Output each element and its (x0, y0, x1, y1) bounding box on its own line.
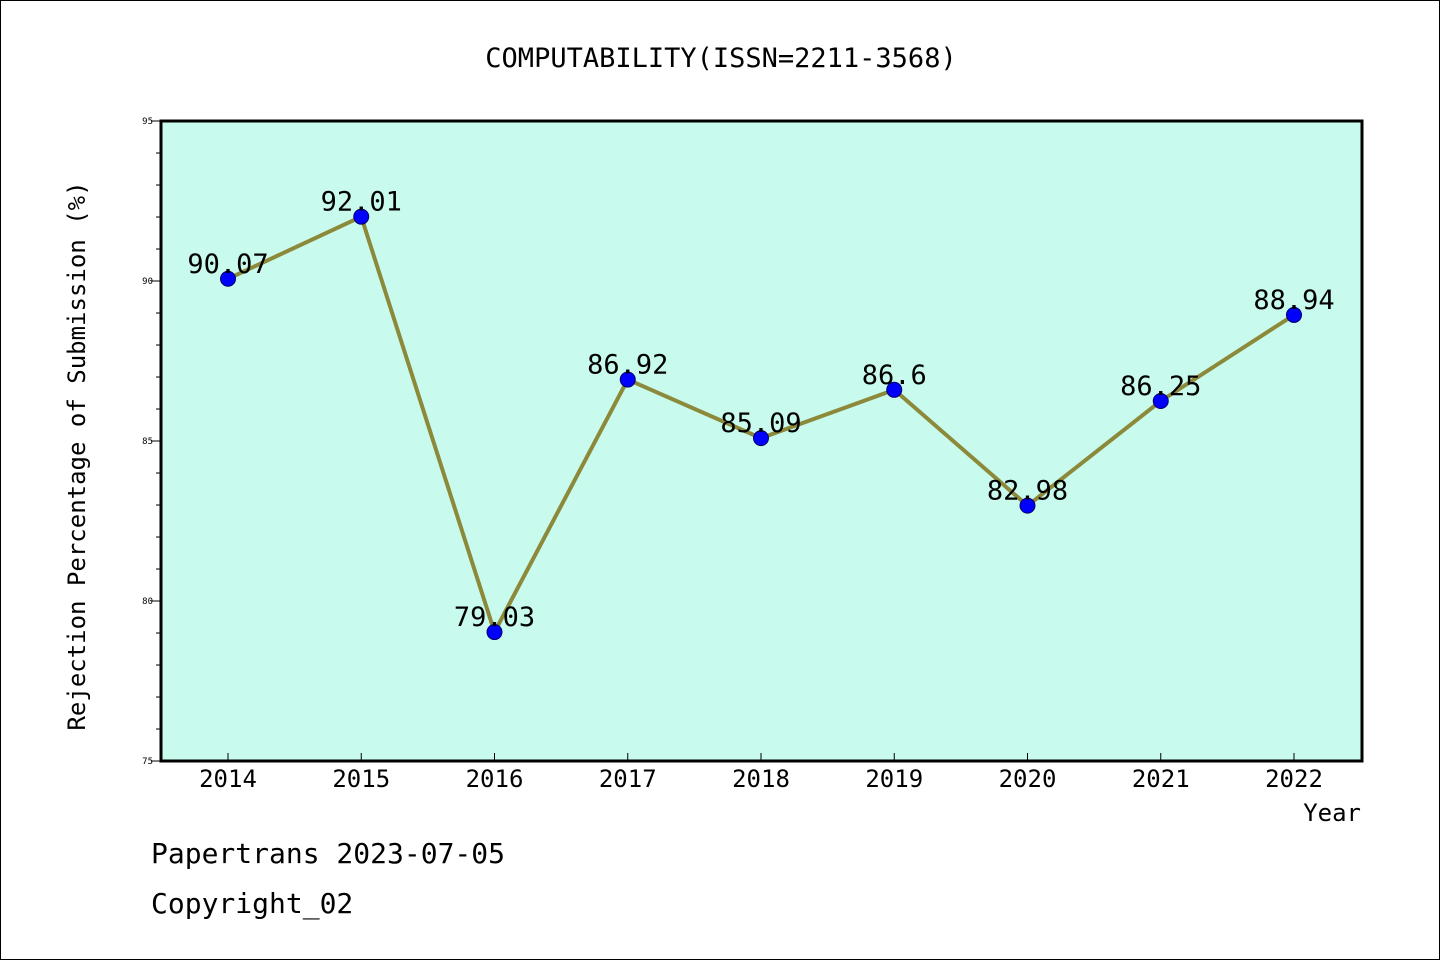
data-point (1019, 497, 1036, 514)
y-tick-label: 90 (142, 277, 153, 287)
x-tick-label: 2018 (732, 765, 790, 793)
data-point (353, 208, 370, 225)
x-tick-label: 2019 (865, 765, 923, 793)
y-tick-label: 80 (142, 597, 153, 607)
data-label: 86.6 (862, 360, 927, 391)
x-tick-label: 2017 (599, 765, 657, 793)
data-labels: 90.07 92.01 79.03 86.92 85.09 86.6 82.98 86.25 8… (187, 187, 1334, 633)
data-point (1152, 393, 1169, 409)
data-label: 86.92 (587, 350, 668, 381)
x-axis: 2014 2015 2016 2017 2018 2019 2020 2021 2022 (199, 753, 1323, 793)
y-tick-label: 85 (142, 437, 153, 447)
data-point (486, 624, 503, 641)
data-label: 82.98 (987, 476, 1068, 507)
data-point (1286, 306, 1302, 323)
x-tick-label: 2022 (1265, 765, 1323, 793)
footer-copyright: Copyright_02 (151, 887, 354, 920)
data-point (886, 381, 903, 398)
data-label: 88.94 (1253, 285, 1334, 316)
data-point (753, 430, 769, 447)
data-label: 86.25 (1120, 371, 1201, 402)
data-points (220, 208, 1302, 641)
data-point (619, 371, 636, 388)
data-point (220, 270, 236, 287)
y-tick-label: 95 (142, 117, 153, 127)
x-tick-label: 2020 (999, 765, 1057, 793)
data-label: 85.09 (720, 408, 801, 439)
x-tick-label: 2014 (199, 765, 257, 793)
footer-date: Papertrans 2023-07-05 (151, 837, 506, 870)
data-label: 92.01 (321, 187, 402, 218)
y-axis: 75 80 85 90 95 (142, 117, 161, 767)
chart-title: COMPUTABILITY(ISSN=2211-3568) (485, 43, 956, 74)
data-label: 79.03 (454, 602, 535, 633)
y-axis-label: Rejection Percentage of Submission (%) (63, 181, 91, 730)
x-axis-label: Year (1303, 799, 1361, 827)
data-label: 90.07 (187, 249, 268, 280)
x-tick-label: 2015 (332, 765, 390, 793)
x-tick-label: 2016 (466, 765, 524, 793)
y-tick-label: 75 (142, 757, 153, 767)
x-tick-label: 2021 (1132, 765, 1190, 793)
